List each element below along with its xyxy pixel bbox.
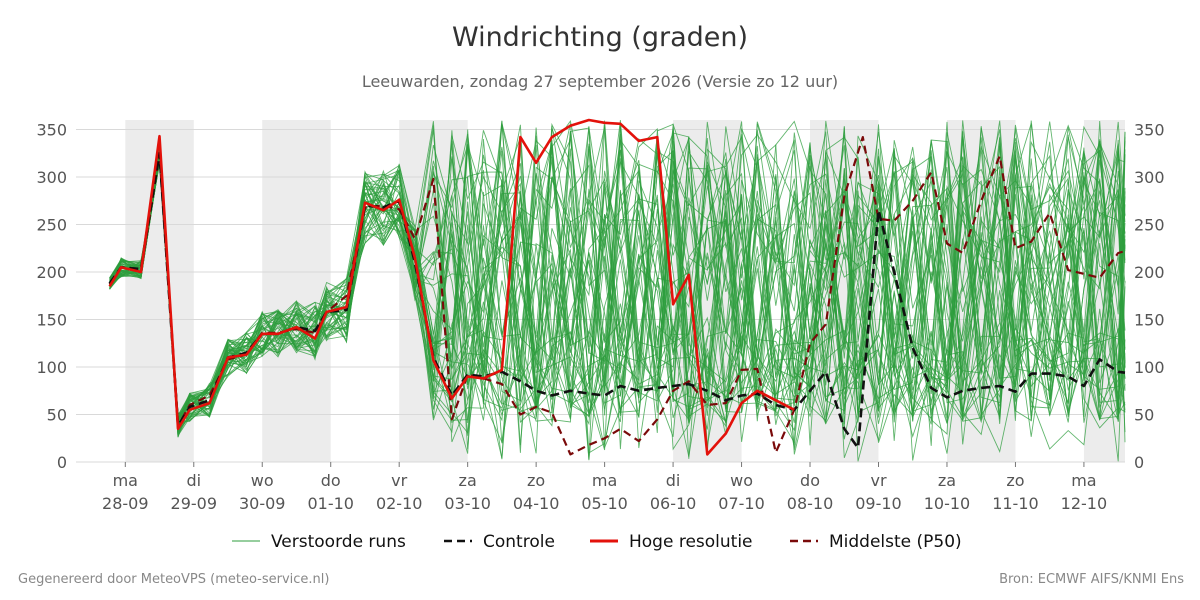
x-tick-day-12-10: ma — [1071, 471, 1096, 490]
perturbed-run-28 — [109, 123, 1126, 462]
perturbed-run-48 — [109, 121, 1126, 459]
y-tick-left-50: 50 — [47, 406, 67, 425]
footer-generated-by: Gegenereerd door MeteoVPS (meteo-service… — [18, 572, 330, 587]
x-tick-day-29-09: di — [186, 471, 201, 490]
legend-label-perturbed: Verstoorde runs — [271, 532, 406, 552]
x-tick-date-09-10: 09-10 — [855, 494, 902, 513]
axes: 0 0 50 50 100 100 150 150 200 200 250 250 300 300 350 3… — [36, 121, 1164, 514]
y-tick-right-100: 100 — [1134, 358, 1165, 377]
x-tick-date-11-10: 11-10 — [992, 494, 1039, 513]
x-tick-date-04-10: 04-10 — [513, 494, 560, 513]
x-tick-date-06-10: 06-10 — [650, 494, 697, 513]
perturbed-run-3 — [109, 123, 1126, 435]
perturbed-run-47 — [109, 120, 1126, 427]
y-tick-left-250: 250 — [36, 216, 67, 235]
y-tick-left-350: 350 — [36, 121, 67, 140]
x-tick-day-02-10: vr — [391, 471, 407, 490]
perturbed-run-39 — [109, 120, 1126, 427]
x-tick-day-08-10: do — [800, 471, 820, 490]
x-tick-day-06-10: di — [666, 471, 681, 490]
y-tick-right-250: 250 — [1134, 216, 1165, 235]
x-tick-date-05-10: 05-10 — [581, 494, 628, 513]
y-tick-right-150: 150 — [1134, 311, 1165, 330]
x-tick-day-30-09: wo — [251, 471, 274, 490]
perturbed-run-21 — [109, 135, 1126, 451]
x-tick-date-08-10: 08-10 — [787, 494, 834, 513]
y-tick-right-300: 300 — [1134, 168, 1165, 187]
x-tick-day-10-10: za — [938, 471, 956, 490]
main-series — [108, 118, 1126, 456]
perturbed-run-43 — [109, 123, 1126, 461]
y-tick-left-150: 150 — [36, 311, 67, 330]
x-tick-day-09-10: vr — [870, 471, 886, 490]
x-tick-day-05-10: ma — [592, 471, 617, 490]
perturbed-run-46 — [109, 125, 1126, 459]
legend-label-high-res: Hoge resolutie — [629, 532, 753, 552]
perturbed-run-49 — [109, 132, 1126, 454]
y-tick-left-200: 200 — [36, 263, 67, 282]
x-tick-date-01-10: 01-10 — [307, 494, 354, 513]
y-tick-left-300: 300 — [36, 168, 67, 187]
series-high-res-line — [108, 118, 795, 456]
x-tick-date-02-10: 02-10 — [376, 494, 423, 513]
perturbed-runs — [109, 120, 1126, 462]
footer-source: Bron: ECMWF AIFS/KNMI Ens — [999, 572, 1184, 587]
x-tick-day-07-10: wo — [730, 471, 753, 490]
perturbed-run-41 — [109, 129, 1126, 426]
y-tick-left-100: 100 — [36, 358, 67, 377]
day-band-1 — [262, 120, 331, 462]
x-tick-date-28-09: 28-09 — [102, 494, 149, 513]
legend: Verstoorde runs Controle Hoge resolutie Mid… — [232, 532, 962, 552]
chart-subtitle: Leeuwarden, zondag 27 september 2026 (Ve… — [361, 72, 839, 91]
x-tick-day-11-10: zo — [1006, 471, 1024, 490]
legend-label-median: Middelste (P50) — [829, 532, 962, 552]
x-tick-date-30-09: 30-09 — [239, 494, 286, 513]
y-tick-right-200: 200 — [1134, 263, 1165, 282]
perturbed-run-7 — [109, 137, 1126, 424]
y-tick-right-50: 50 — [1134, 406, 1154, 425]
perturbed-run-44 — [109, 126, 1126, 451]
x-tick-date-29-09: 29-09 — [171, 494, 218, 513]
perturbed-run-37 — [109, 128, 1126, 454]
x-tick-date-03-10: 03-10 — [444, 494, 491, 513]
x-tick-day-03-10: za — [459, 471, 477, 490]
x-tick-date-10-10: 10-10 — [924, 494, 971, 513]
perturbed-run-20 — [109, 125, 1126, 443]
x-tick-date-12-10: 12-10 — [1061, 494, 1108, 513]
x-tick-day-01-10: do — [321, 471, 341, 490]
legend-label-control: Controle — [483, 532, 555, 552]
x-tick-day-28-09: ma — [113, 471, 138, 490]
y-tick-left-0: 0 — [57, 453, 67, 472]
y-tick-right-0: 0 — [1134, 453, 1144, 472]
y-tick-right-350: 350 — [1134, 121, 1165, 140]
x-tick-date-07-10: 07-10 — [718, 494, 765, 513]
chart-title: Windrichting (graden) — [451, 22, 749, 53]
perturbed-run-31 — [109, 120, 1126, 422]
x-tick-day-04-10: zo — [527, 471, 545, 490]
